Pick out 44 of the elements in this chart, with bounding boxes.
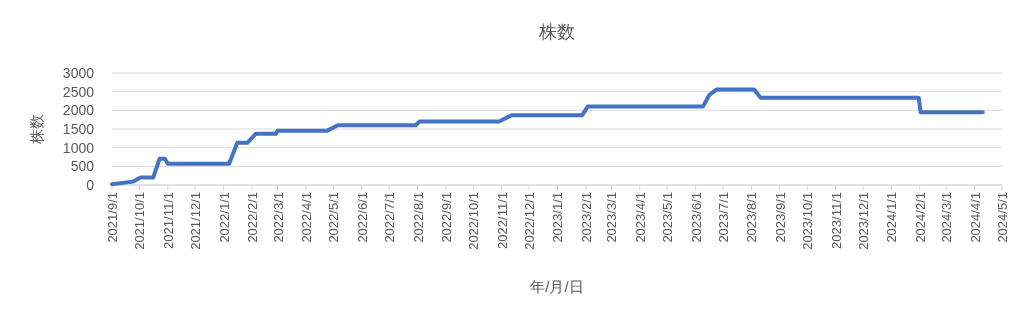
line-series [110, 87, 985, 187]
x-tick-label: 2022/12/1 [522, 192, 538, 250]
y-tick-label: 2500 [62, 83, 95, 100]
x-tick-label: 2023/6/1 [688, 192, 704, 243]
x-tick-label: 2023/10/1 [800, 192, 816, 250]
y-tick-label: 1000 [62, 139, 95, 156]
x-tick-label: 2023/1/1 [550, 192, 566, 243]
x-axis-title: 年/月/日 [530, 278, 584, 295]
x-tick-label: 2024/2/1 [912, 192, 928, 243]
x-tick-label: 2021/10/1 [132, 192, 148, 250]
x-tick-label: 2022/9/1 [438, 192, 454, 243]
x-tick-label: 2022/4/1 [298, 192, 314, 243]
x-tick-label: 2024/5/1 [995, 192, 1010, 243]
x-tick-label: 2023/3/1 [604, 192, 620, 243]
y-tick-label: 500 [70, 158, 95, 175]
x-tick-label: 2022/3/1 [270, 192, 286, 243]
chart-title: 株数 [538, 22, 575, 42]
x-tick-label: 2024/4/1 [967, 192, 983, 243]
x-tick-label: 2022/11/1 [494, 192, 510, 249]
y-tick-label: 3000 [62, 65, 95, 81]
x-tick-label: 2023/12/1 [855, 192, 871, 250]
x-tick-label: 2022/8/1 [410, 192, 426, 243]
x-tick-label: 2022/6/1 [354, 192, 370, 243]
x-tick-label: 2023/9/1 [772, 192, 788, 243]
x-tick-label: 2022/10/1 [466, 192, 482, 250]
x-tick-label: 2023/11/1 [828, 192, 844, 249]
x-tick-label: 2024/1/1 [884, 192, 900, 243]
x-tick-label: 2022/5/1 [326, 192, 342, 243]
x-tick-label: 2023/8/1 [744, 192, 760, 243]
y-axis-title: 株数 [28, 114, 45, 145]
x-tick-label: 2022/2/1 [244, 192, 260, 243]
y-tick-label: 0 [86, 177, 95, 193]
x-tick-label: 2023/5/1 [660, 192, 676, 243]
x-tick-label: 2023/2/1 [578, 192, 594, 243]
x-tick-label: 2021/12/1 [188, 192, 204, 250]
x-tick-label: 2023/4/1 [632, 192, 648, 243]
y-tick-label: 1500 [62, 121, 95, 137]
y-tick-label: 2000 [62, 102, 95, 119]
x-tick-label: 2021/11/1 [160, 192, 176, 249]
x-tick-label: 2022/1/1 [216, 192, 232, 243]
x-tick-label: 2022/7/1 [382, 192, 398, 243]
x-tick-label: 2023/7/1 [716, 192, 732, 243]
x-tick-label: 2024/3/1 [939, 192, 955, 243]
x-tick-label: 2021/9/1 [105, 192, 120, 243]
